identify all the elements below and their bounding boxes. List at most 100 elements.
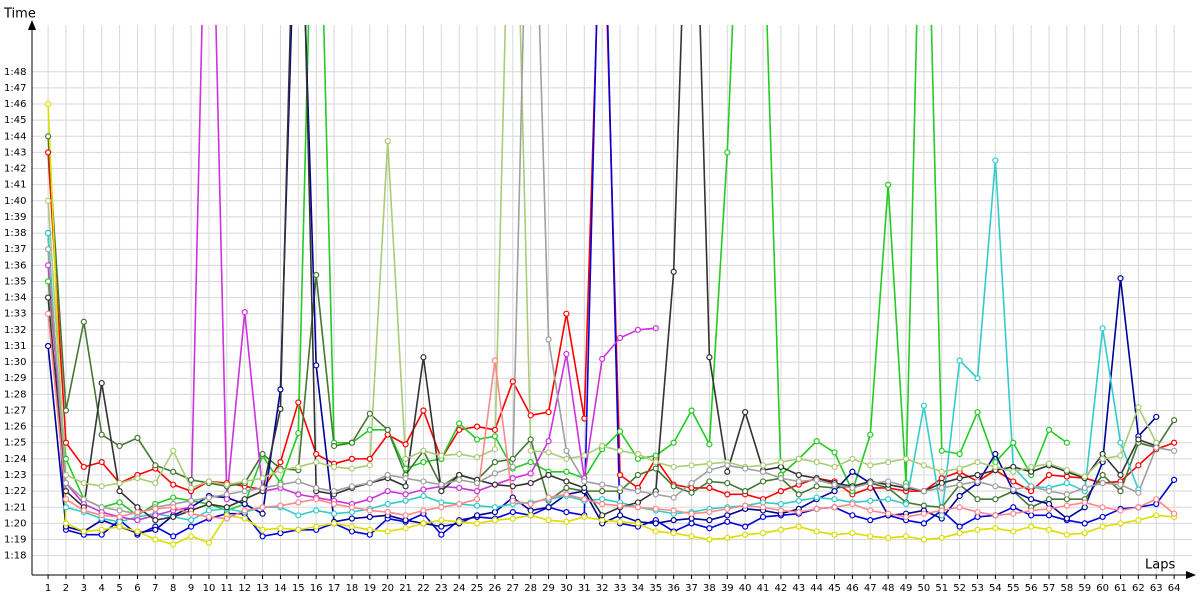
series-line xyxy=(47,136,1175,509)
lap-point xyxy=(277,386,284,393)
lap-point xyxy=(402,512,409,519)
lap-point xyxy=(205,478,213,485)
x-tick-label: 48 xyxy=(882,583,895,594)
lap-point xyxy=(1099,504,1106,511)
lap-point xyxy=(1117,439,1124,446)
lap-point xyxy=(98,483,105,490)
x-tick-label: 28 xyxy=(524,583,537,594)
lap-point xyxy=(1099,455,1106,462)
lap-point xyxy=(170,533,177,540)
lap-point xyxy=(313,484,320,492)
lap-point xyxy=(491,481,499,488)
lap-point xyxy=(902,483,910,490)
lap-point xyxy=(295,526,302,533)
lap-point xyxy=(1117,507,1124,514)
lap-point xyxy=(259,450,266,458)
lap-point xyxy=(742,408,749,416)
lap-point xyxy=(116,523,123,530)
lap-point xyxy=(599,355,606,362)
lap-point xyxy=(366,496,373,503)
lap-point xyxy=(813,438,820,445)
lap-point xyxy=(313,458,320,466)
lap-point xyxy=(527,479,534,487)
lap-point xyxy=(724,462,731,469)
lap-point xyxy=(152,526,159,533)
lap-point xyxy=(44,278,52,285)
lap-point xyxy=(706,467,713,474)
lap-point xyxy=(1081,473,1088,480)
lap-point xyxy=(473,512,481,519)
lap-point xyxy=(1135,436,1142,443)
lap-point xyxy=(849,468,856,475)
lap-point xyxy=(402,497,409,504)
lap-point xyxy=(402,455,409,462)
lap-point xyxy=(670,268,677,275)
lap-point xyxy=(170,513,177,521)
x-tick-label: 31 xyxy=(578,583,591,594)
lap-point xyxy=(473,502,481,509)
x-tick-label: 60 xyxy=(1096,583,1109,594)
lap-point xyxy=(992,157,999,164)
lap-point xyxy=(1081,520,1088,527)
lap-point xyxy=(152,536,159,543)
lap-point xyxy=(295,512,302,519)
series-lines xyxy=(44,25,1178,548)
lap-point xyxy=(277,458,284,466)
lap-point xyxy=(581,415,588,422)
lap-point xyxy=(527,412,534,419)
lap-point xyxy=(849,512,856,519)
lap-point xyxy=(116,479,123,487)
lap-point xyxy=(509,483,516,490)
series-line xyxy=(47,160,1140,523)
x-tick-label: 54 xyxy=(989,583,1002,594)
y-axis-label: Time xyxy=(3,7,36,22)
lap-point xyxy=(509,455,516,462)
lap-point xyxy=(634,504,642,511)
lap-point xyxy=(205,513,213,521)
lap-point xyxy=(634,326,642,333)
lap-point xyxy=(1135,404,1142,411)
lap-point xyxy=(62,496,70,503)
lap-point xyxy=(491,426,499,433)
lap-point xyxy=(974,408,981,416)
lap-point xyxy=(62,439,70,446)
lap-point xyxy=(170,494,177,501)
lap-point xyxy=(795,497,802,504)
lap-point xyxy=(527,512,534,519)
lap-point xyxy=(795,478,802,485)
lap-point xyxy=(956,529,963,537)
lap-point xyxy=(724,149,731,156)
lap-point xyxy=(44,246,52,253)
lap-point xyxy=(616,471,624,479)
lap-point xyxy=(62,520,70,527)
lap-point xyxy=(1045,460,1053,467)
lap-point xyxy=(134,434,141,442)
x-tick-label: 13 xyxy=(256,583,269,594)
lap-point xyxy=(759,529,767,537)
lap-point xyxy=(1117,471,1124,479)
lap-point xyxy=(670,529,677,537)
y-tick-label: 1:23 xyxy=(4,470,26,481)
lap-point xyxy=(920,402,927,409)
lap-point xyxy=(366,462,373,469)
x-tick-label: 9 xyxy=(188,583,194,594)
lap-point xyxy=(134,508,141,516)
lap-point xyxy=(831,496,838,503)
lap-point xyxy=(187,497,195,504)
lap-point xyxy=(706,460,713,467)
lap-point xyxy=(491,357,499,364)
lap-point xyxy=(259,533,266,540)
lap-point xyxy=(491,446,499,453)
lap-point xyxy=(599,512,606,519)
y-tick-label: 1:25 xyxy=(4,438,26,449)
lap-point xyxy=(992,483,999,490)
y-arrow xyxy=(28,20,36,30)
lap-point xyxy=(563,455,570,462)
lap-point xyxy=(527,436,534,443)
lap-point xyxy=(545,449,552,456)
lap-point xyxy=(616,428,624,435)
lap-point xyxy=(348,504,356,511)
lap-point xyxy=(652,465,659,472)
lap-point xyxy=(652,458,659,466)
lap-point xyxy=(420,458,427,466)
